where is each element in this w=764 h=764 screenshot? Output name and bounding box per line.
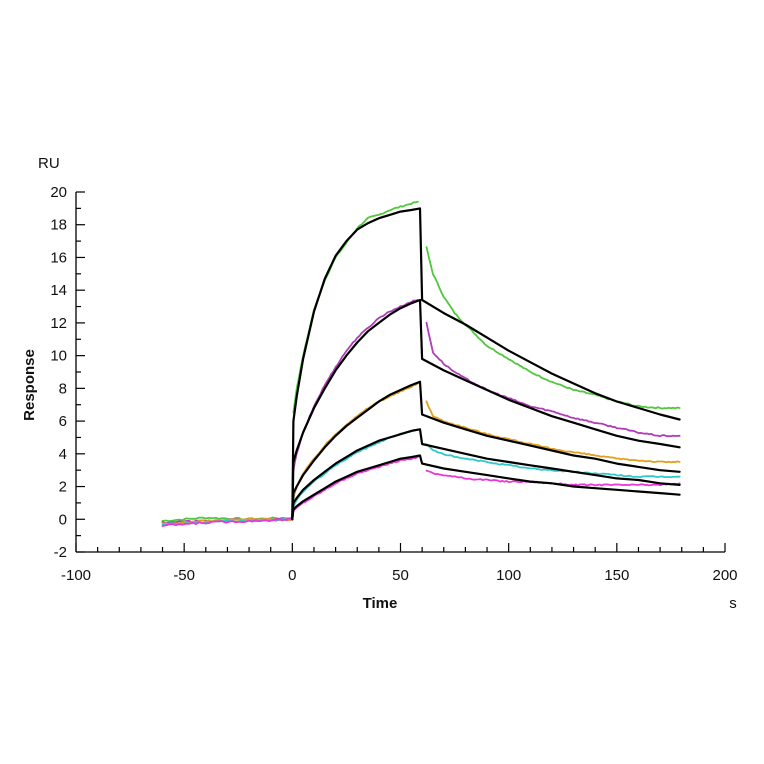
fit-curve-2: [291, 298, 681, 521]
y-axis-unit: RU: [38, 155, 60, 172]
fit-curve-4: [291, 428, 681, 521]
fit-curve-1: [291, 207, 681, 521]
y-tick-label: 6: [59, 413, 67, 430]
y-tick-label: 12: [50, 315, 67, 332]
x-tick-label: 200: [712, 567, 737, 584]
series-5-baseline: [161, 517, 294, 527]
series-2-dissociation: [425, 321, 681, 438]
y-tick-label: -2: [54, 544, 67, 561]
fit-curve-3: [291, 380, 681, 521]
series-4-dissociation: [425, 443, 681, 479]
fit-curve-5: [291, 454, 681, 521]
y-tick-label: 2: [59, 479, 67, 496]
x-tick-label: 0: [288, 567, 296, 584]
y-tick-label: 4: [59, 446, 67, 463]
series-3-association: [292, 382, 419, 500]
y-tick-label: 16: [50, 249, 67, 266]
x-tick-label: -100: [61, 567, 91, 584]
axes: -2 0 2 4 6 8 10 12 14 16 18 20 -100 -50 0 50 100 150 200: [50, 184, 737, 584]
x-tick-label: 100: [496, 567, 521, 584]
y-tick-label: 10: [50, 348, 67, 365]
y-tick-label: 18: [50, 217, 67, 234]
x-tick-label: 50: [392, 567, 409, 584]
axis-labels: RU Response Time s: [21, 155, 737, 612]
series-4-association: [292, 428, 419, 507]
y-tick-label: 0: [59, 511, 67, 528]
x-axis-unit: s: [729, 595, 737, 612]
y-tick-label: 8: [59, 380, 67, 397]
y-axis-title: Response: [21, 349, 38, 421]
fit-curves: [291, 207, 681, 521]
series-2-association: [292, 299, 419, 472]
x-tick-label: 150: [604, 567, 629, 584]
series-1-dissociation: [425, 246, 681, 410]
y-tick-label: 14: [50, 282, 67, 299]
series-5-association: [292, 456, 419, 512]
x-tick-label: -50: [173, 567, 195, 584]
x-axis-title: Time: [363, 595, 398, 612]
y-tick-label: 20: [50, 184, 67, 201]
series-3-dissociation: [425, 400, 681, 464]
